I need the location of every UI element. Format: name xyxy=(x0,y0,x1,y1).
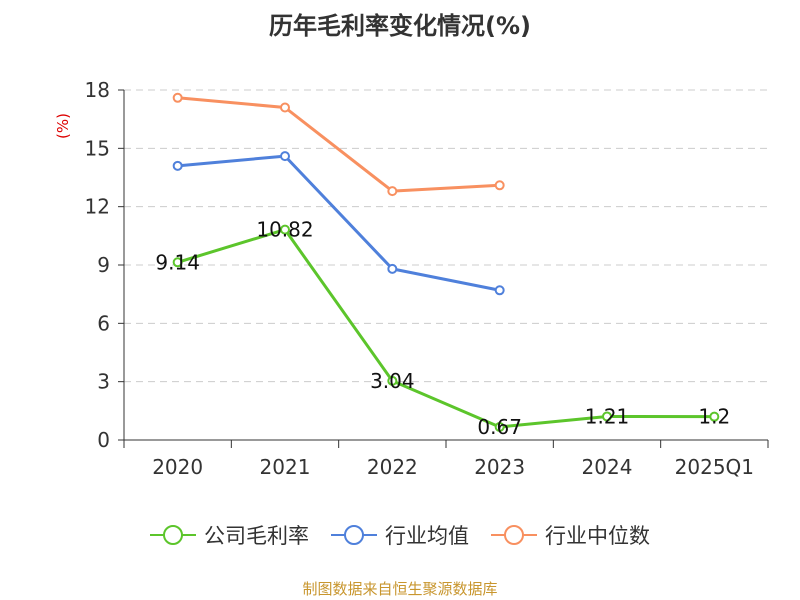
legend-item[interactable]: 行业均值 xyxy=(331,520,469,550)
data-label: 10.82 xyxy=(256,218,313,242)
data-point xyxy=(494,421,505,432)
y-tick-label: 9 xyxy=(97,253,110,277)
x-tick-label: 2025Q1 xyxy=(675,455,754,479)
legend-swatch-icon xyxy=(331,525,377,545)
data-point xyxy=(172,160,183,171)
data-point xyxy=(494,180,505,191)
y-tick-label: 0 xyxy=(97,428,110,452)
data-point xyxy=(387,263,398,274)
y-tick-label: 3 xyxy=(97,370,110,394)
data-point xyxy=(280,151,290,162)
x-tick-label: 2024 xyxy=(582,455,633,479)
y-tick-label: 15 xyxy=(85,136,110,160)
grid-lines xyxy=(124,89,768,383)
y-axis-label: (%) xyxy=(54,113,72,139)
data-label: 1.21 xyxy=(585,404,630,428)
data-labels: 9.14 10.82 3.04 0.67 1.21 1.2 xyxy=(155,218,730,439)
data-point xyxy=(172,257,183,268)
legend-swatch-icon xyxy=(491,525,537,545)
y-tick-label: 12 xyxy=(85,195,110,219)
data-point xyxy=(602,411,612,422)
legend: 公司毛利率 行业均值 行业中位数 xyxy=(0,520,800,550)
data-point xyxy=(280,102,290,113)
x-tick-label: 2022 xyxy=(367,455,418,479)
data-point xyxy=(280,224,290,235)
legend-item[interactable]: 公司毛利率 xyxy=(150,520,309,550)
legend-label: 行业中位数 xyxy=(545,524,650,548)
legend-swatch-icon xyxy=(150,525,196,545)
y-tick-label: 6 xyxy=(97,311,110,335)
legend-label: 行业均值 xyxy=(385,524,469,548)
series-lines xyxy=(172,92,720,432)
legend-label: 公司毛利率 xyxy=(204,524,309,548)
data-label: 1.2 xyxy=(698,405,730,429)
data-label: 3.04 xyxy=(370,369,415,393)
y-tick-label: 18 xyxy=(85,78,110,102)
x-tick-label: 2023 xyxy=(474,455,525,479)
data-point xyxy=(172,92,183,103)
data-label: 0.67 xyxy=(477,415,522,439)
chart-title: 历年毛利率变化情况(%) xyxy=(269,12,531,40)
x-tick-label: 2020 xyxy=(152,455,203,479)
data-point xyxy=(387,186,398,197)
line-chart: 0 3 6 9 12 15 18 2020 2021 2022 2023 2024 2025Q1 9.1… xyxy=(54,78,769,479)
source-note: 制图数据来自恒生聚源数据库 xyxy=(302,580,498,598)
series-line xyxy=(177,228,715,429)
data-point xyxy=(387,375,398,386)
series-line xyxy=(177,96,500,193)
x-tick-label: 2021 xyxy=(260,455,311,479)
data-point xyxy=(494,285,505,296)
series-line xyxy=(177,154,500,292)
axes: 0 3 6 9 12 15 18 2020 2021 2022 2023 2024 2025Q1 xyxy=(85,78,769,479)
data-point xyxy=(709,411,720,422)
legend-item[interactable]: 行业中位数 xyxy=(491,520,650,550)
data-label: 9.14 xyxy=(155,250,200,274)
